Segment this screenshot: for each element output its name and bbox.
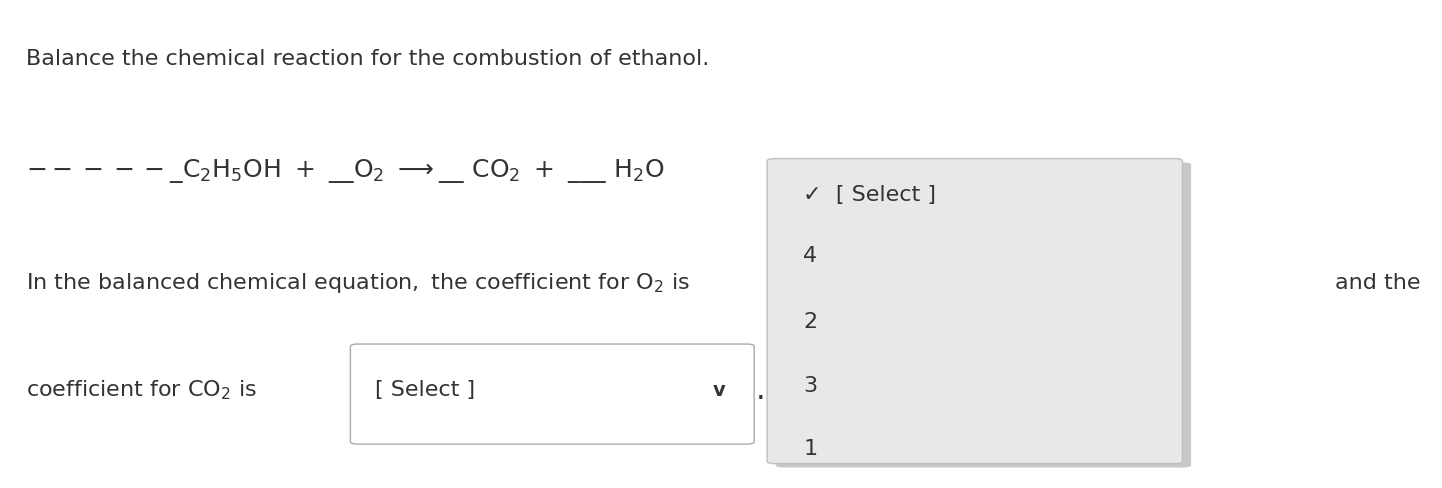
Text: $\mathsf{In\ the\ balanced\ chemical\ equation,\ the\ coefficient\ for\ O_2\ is}: $\mathsf{In\ the\ balanced\ chemical\ eq… <box>26 271 689 295</box>
Text: 4: 4 <box>803 246 818 266</box>
Text: $\mathsf{-----\_C_2H_5OH\ +\ \_\_O_2\ \longrightarrow\_\_\ CO_2\ +\ \_\_\_\ H_2O: $\mathsf{-----\_C_2H_5OH\ +\ \_\_O_2\ \l… <box>26 157 665 185</box>
Text: .: . <box>756 376 766 405</box>
Text: 3: 3 <box>803 376 818 395</box>
FancyBboxPatch shape <box>350 344 754 444</box>
FancyBboxPatch shape <box>776 163 1191 468</box>
FancyBboxPatch shape <box>767 159 1182 464</box>
Text: $\mathsf{coefficient\ for\ CO_2\ is}$: $\mathsf{coefficient\ for\ CO_2\ is}$ <box>26 379 257 402</box>
Text: Balance the chemical reaction for the combustion of ethanol.: Balance the chemical reaction for the co… <box>26 49 709 68</box>
Text: [ Select ]: [ Select ] <box>375 381 474 400</box>
Text: and the: and the <box>1335 273 1420 293</box>
Text: ✓  [ Select ]: ✓ [ Select ] <box>803 185 936 205</box>
Text: 2: 2 <box>803 312 818 332</box>
Text: v: v <box>712 381 725 400</box>
Text: 1: 1 <box>803 439 818 459</box>
